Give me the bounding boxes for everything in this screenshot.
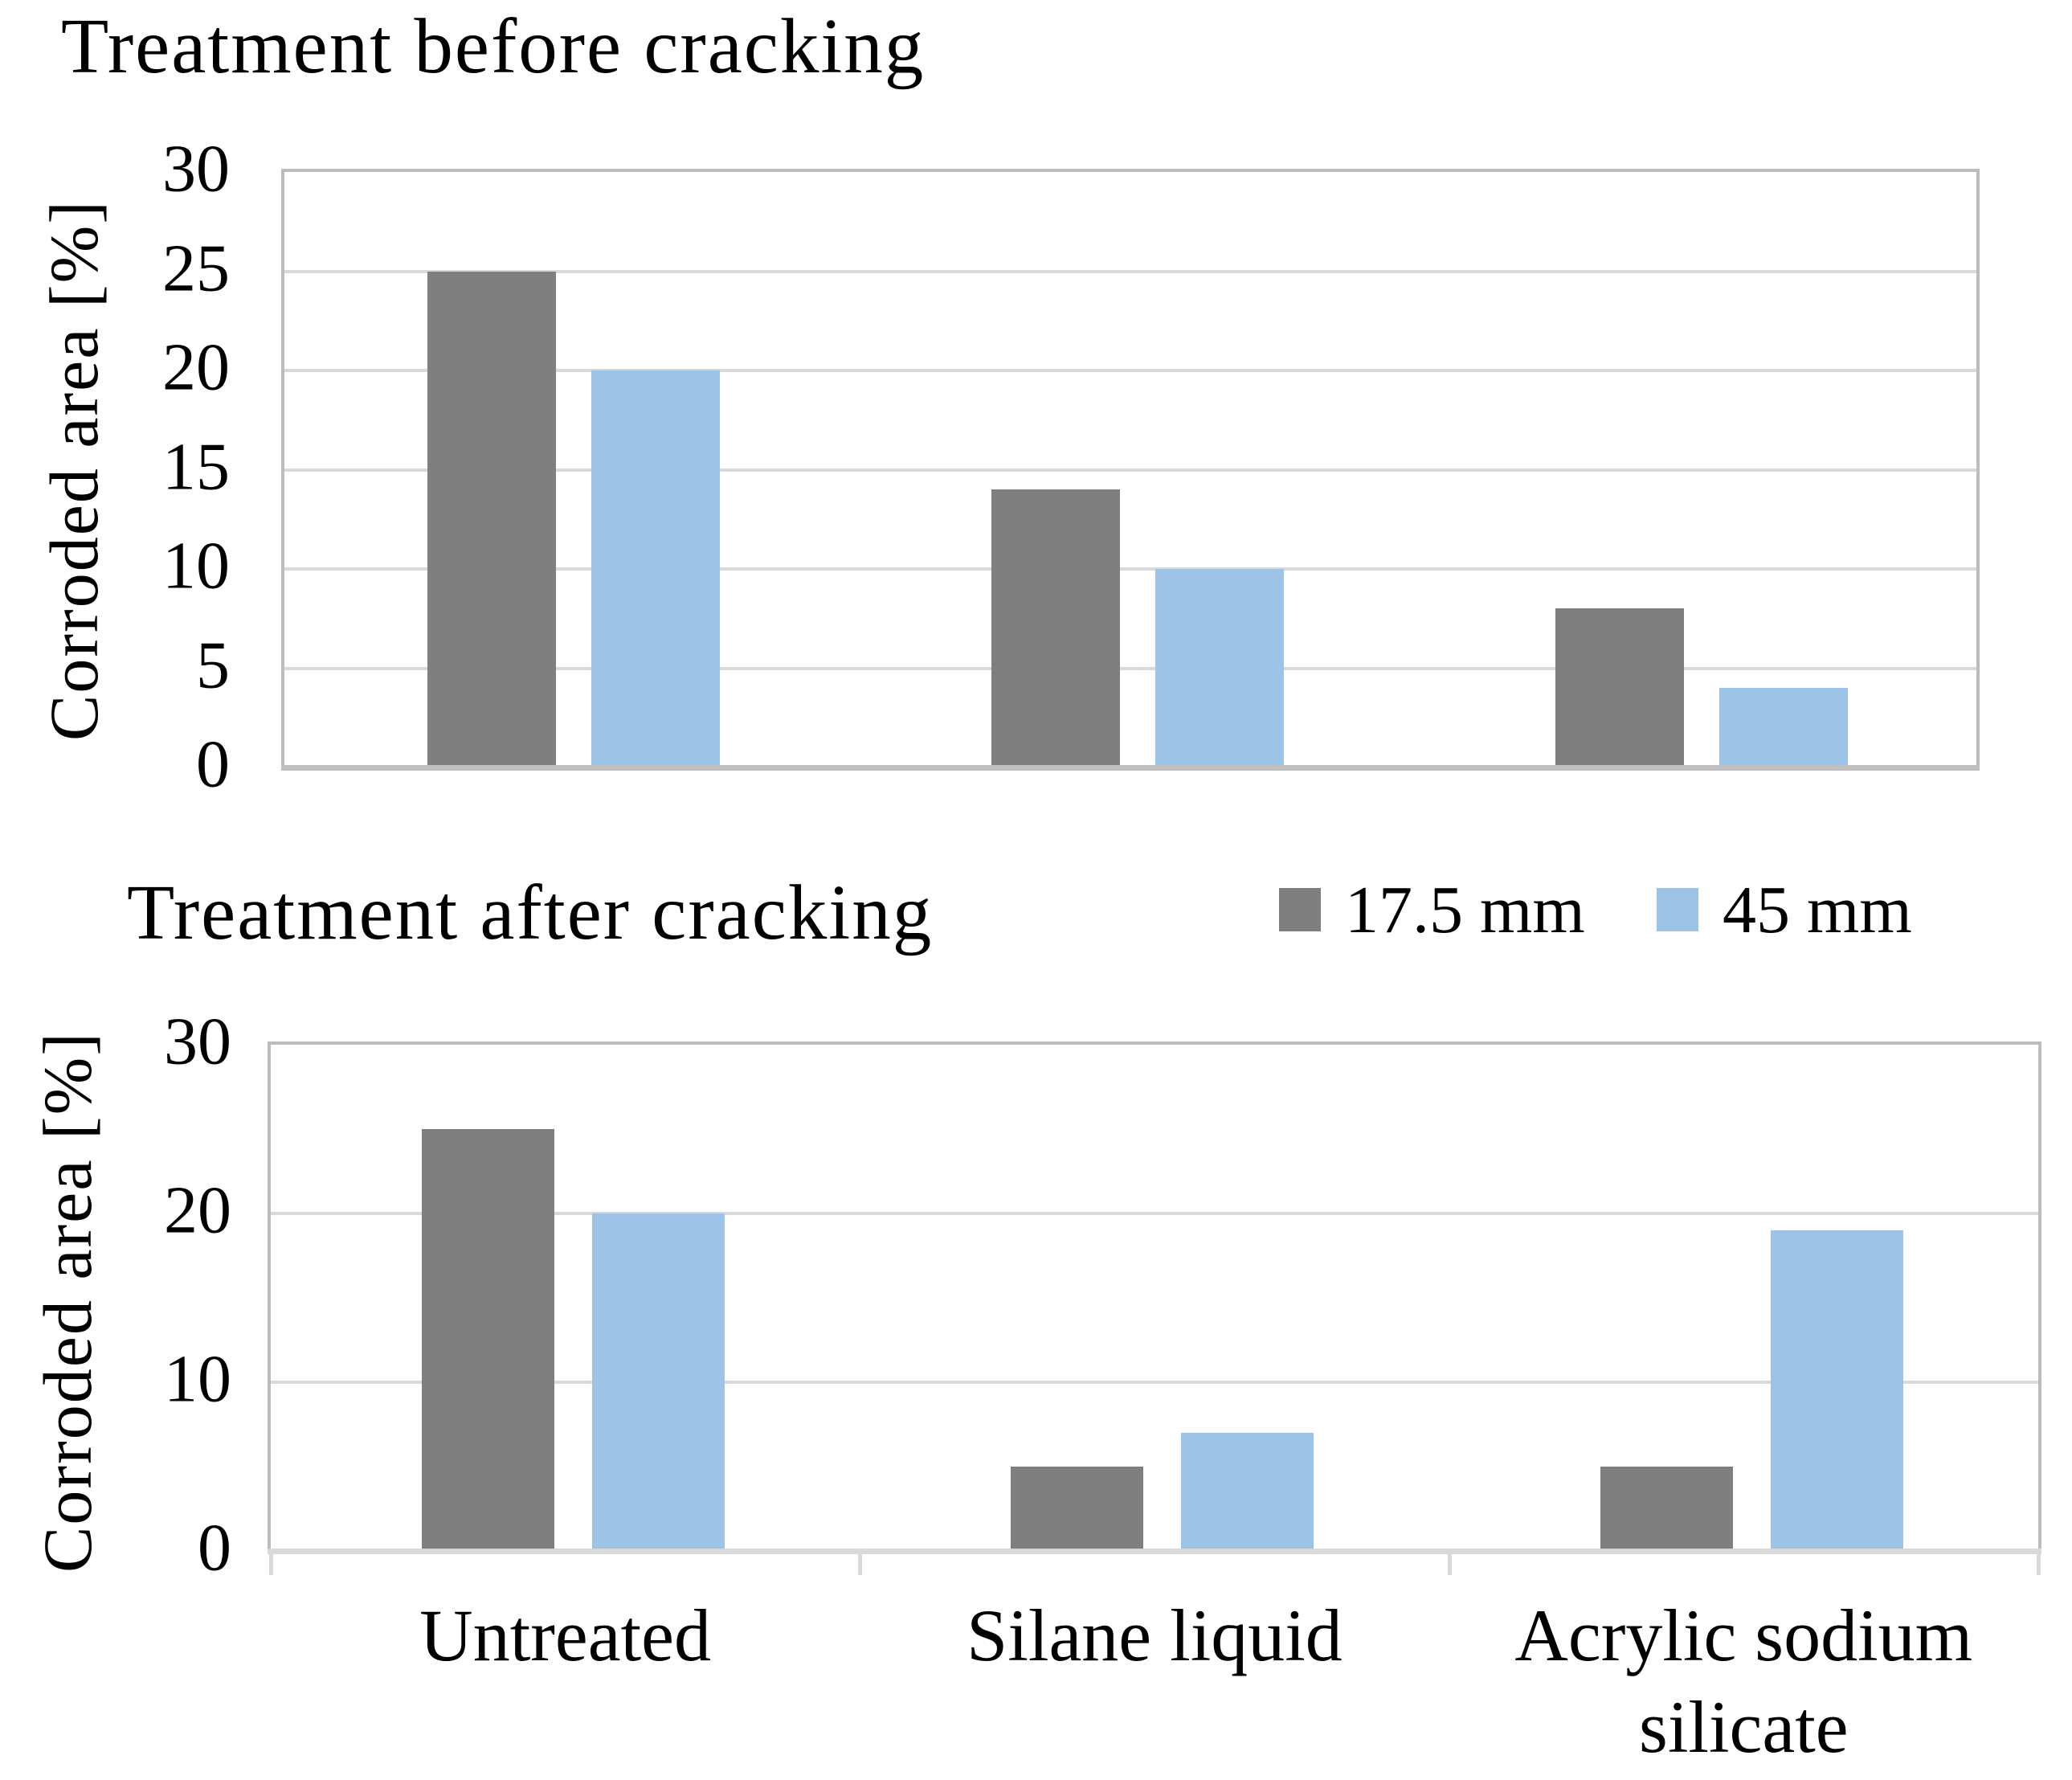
gridline-20 (284, 369, 1976, 372)
bar-chart2-silane-liquid-17.5mm (1011, 1467, 1144, 1551)
gridline-25 (284, 269, 1976, 273)
plot-border (268, 1041, 2041, 1551)
x-axis-tick (858, 1554, 863, 1575)
bar-chart2-untreated-45mm (592, 1213, 725, 1551)
chart2-y-axis-title: Corroded area [%] (29, 1031, 106, 1573)
legend-swatch-45mm-icon (1657, 888, 1698, 931)
y-tick-label-5: 5 (196, 628, 230, 703)
y-tick-label-20: 20 (164, 1172, 231, 1248)
category-label-silane-liquid: Silane liquid (967, 1594, 1343, 1676)
x-axis-line (281, 765, 1980, 771)
bar-chart2-acrylic-sodium-silicate-17.5mm (1600, 1467, 1733, 1551)
plot-border (281, 169, 1980, 767)
bar-chart1-untreated-45mm (591, 370, 720, 767)
y-tick-label-0: 0 (196, 726, 230, 802)
legend-swatch-17-5mm-icon (1279, 888, 1321, 931)
gridline-20 (271, 1212, 2038, 1215)
y-tick-label-25: 25 (162, 231, 230, 306)
chart1-title: Treatment before cracking (61, 3, 926, 89)
bar-chart2-silane-liquid-45mm (1181, 1433, 1314, 1551)
x-axis-tick (1447, 1554, 1452, 1575)
gridline-5 (284, 666, 1976, 670)
bar-chart2-acrylic-sodium-silicate-45mm (1770, 1230, 1903, 1551)
category-label-acrylic-sodium-silicate: Acrylic sodium silicate (1514, 1594, 1973, 1769)
y-tick-label-30: 30 (164, 1004, 231, 1079)
bar-chart1-acrylic-sodium-silicate-17.5mm (1555, 608, 1684, 767)
gridline-10 (284, 567, 1976, 571)
bar-chart1-silane-liquid-17.5mm (991, 489, 1120, 767)
legend-label-45mm: 45 mm (1723, 872, 1912, 947)
category-label-untreated: Untreated (419, 1594, 711, 1676)
bar-chart1-silane-liquid-45mm (1155, 569, 1284, 767)
x-axis-line (268, 1549, 2041, 1554)
legend-label-17-5mm: 17.5 mm (1345, 872, 1585, 947)
bar-chart1-acrylic-sodium-silicate-45mm (1719, 688, 1848, 767)
x-axis-tick (269, 1554, 273, 1575)
legend-item-45mm: 45 mm (1657, 873, 1912, 947)
y-tick-label-30: 30 (162, 131, 230, 207)
x-axis-tick (2037, 1554, 2041, 1575)
gridline-15 (284, 468, 1976, 472)
bar-chart1-untreated-17.5mm (427, 271, 556, 767)
y-tick-label-10: 10 (164, 1341, 231, 1417)
chart2-title: Treatment after cracking (127, 870, 934, 955)
y-tick-label-0: 0 (198, 1510, 231, 1586)
y-tick-label-20: 20 (162, 329, 230, 405)
y-tick-label-10: 10 (162, 528, 230, 604)
bar-chart2-untreated-17.5mm (422, 1129, 554, 1551)
legend-item-17-5mm: 17.5 mm (1279, 873, 1585, 947)
y-tick-label-15: 15 (162, 429, 230, 505)
gridline-10 (271, 1381, 2038, 1384)
